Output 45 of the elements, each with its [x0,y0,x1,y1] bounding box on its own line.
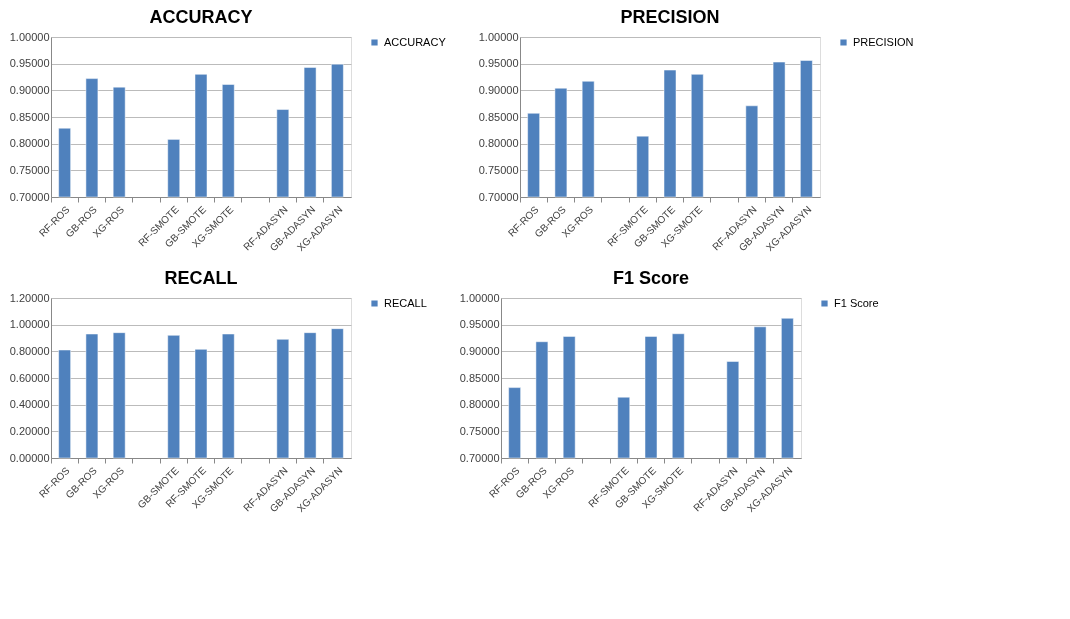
y-tick-label: 0.85000 [9,110,50,123]
y-tick-label: 0.70000 [9,190,50,203]
y-tick-label: 0.90000 [459,344,500,357]
legend-label: ACCURACY [384,35,447,48]
y-tick-label: 0.00000 [9,451,50,464]
y-tick-label: 0.80000 [9,137,50,150]
y-tick-label: 0.90000 [9,83,50,96]
y-tick-label: 1.00000 [9,318,50,331]
legend-label: PRECISION [853,35,914,48]
y-tick-label: 0.80000 [9,344,50,357]
y-tick-label: 0.20000 [9,424,50,437]
y-tick-label: 0.90000 [478,83,519,96]
chart-title: F1 Score [612,268,690,288]
y-tick-label: 0.80000 [459,398,500,411]
y-tick-label: 1.00000 [459,291,500,304]
y-tick-label: 0.40000 [9,398,50,411]
y-tick-label: 0.70000 [459,451,500,464]
legend-label: F1 Score [834,296,879,309]
bar [85,333,99,459]
chart-title: PRECISION [620,7,720,27]
y-tick-label: 0.95000 [478,57,519,70]
y-tick-label: 0.80000 [478,137,519,150]
legend-label: RECALL [384,296,427,309]
bar [167,335,180,459]
y-tick-label: 0.75000 [459,424,500,437]
bar [194,349,208,459]
bar [58,349,71,459]
y-tick-label: 0.85000 [478,110,519,123]
y-tick-label: 0.85000 [459,371,500,384]
y-tick-label: 0.95000 [9,57,50,70]
y-tick-label: 0.60000 [9,371,50,384]
y-tick-label: 0.95000 [459,318,500,331]
bar [222,333,235,459]
y-tick-label: 0.75000 [478,163,519,176]
bar [331,328,344,459]
chart-title: RECALL [164,268,238,288]
bar [303,332,317,459]
chart-title: ACCURACY [149,7,253,27]
bar [112,332,126,459]
y-tick-label: 1.00000 [478,30,519,43]
y-tick-label: 0.70000 [478,190,519,203]
y-tick-label: 1.20000 [9,291,50,304]
bar [276,339,290,459]
y-tick-label: 1.00000 [9,30,50,43]
y-tick-label: 0.75000 [9,163,50,176]
